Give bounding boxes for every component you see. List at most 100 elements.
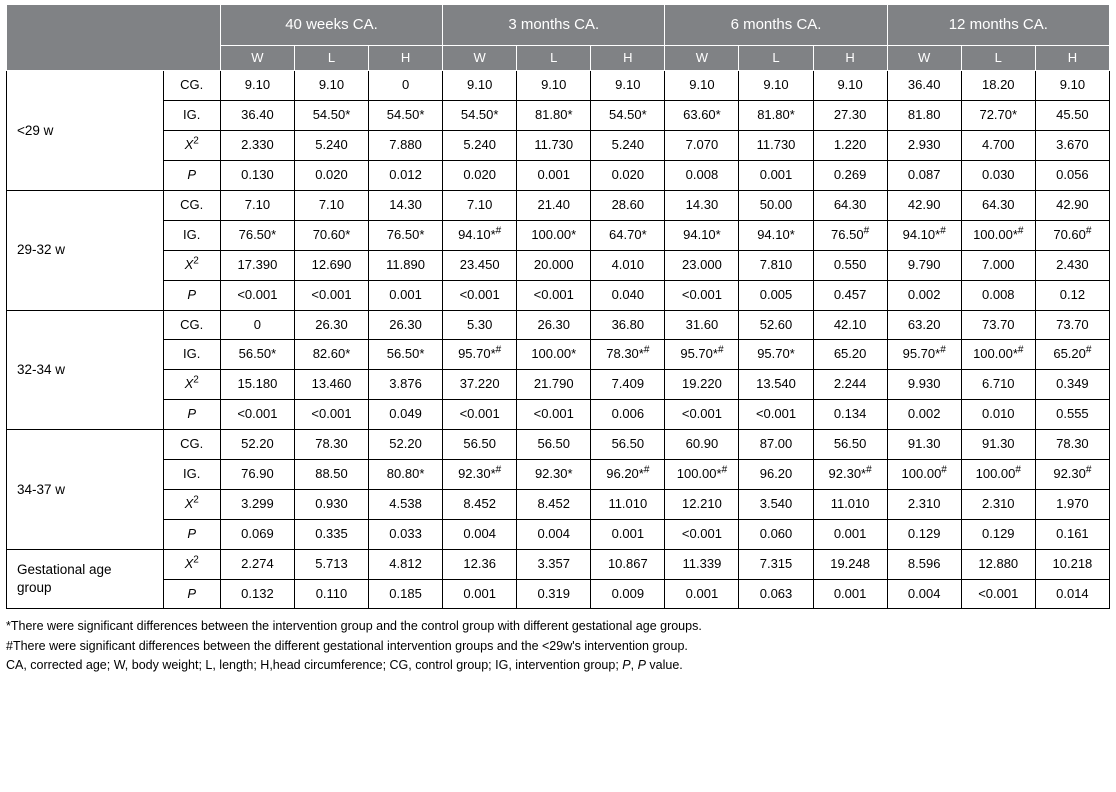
value-cell: 0.550 <box>813 250 887 280</box>
value-cell: 95.70*# <box>887 340 961 370</box>
value-cell: 100.00* <box>517 340 591 370</box>
value-cell: 3.876 <box>369 370 443 400</box>
value-cell: 0.006 <box>591 400 665 430</box>
table-row: IG.76.50*70.60*76.50*94.10*#100.00*64.70… <box>7 220 1110 250</box>
value-cell: 56.50* <box>369 340 443 370</box>
value-cell: 42.90 <box>1035 190 1109 220</box>
footnote-line: CA, corrected age; W, body weight; L, le… <box>6 656 1110 675</box>
value-cell: 9.790 <box>887 250 961 280</box>
value-cell: 8.596 <box>887 549 961 579</box>
value-cell: 56.50 <box>591 430 665 460</box>
value-cell: 7.10 <box>294 190 368 220</box>
group-label: 34-37 w <box>7 430 164 550</box>
value-cell: 60.90 <box>665 430 739 460</box>
value-cell: 5.30 <box>443 310 517 340</box>
value-cell: 26.30 <box>369 310 443 340</box>
value-cell: 12.36 <box>443 549 517 579</box>
table-row: X215.18013.4603.87637.22021.7907.40919.2… <box>7 370 1110 400</box>
value-cell: 0.020 <box>443 161 517 191</box>
value-cell: 0.033 <box>369 519 443 549</box>
value-cell: 6.710 <box>961 370 1035 400</box>
value-cell: 0.008 <box>665 161 739 191</box>
value-cell: 7.315 <box>739 549 813 579</box>
table-row: P<0.001<0.0010.049<0.001<0.0010.006<0.00… <box>7 400 1110 430</box>
value-cell: 94.10*# <box>443 220 517 250</box>
stat-label: P <box>163 400 220 430</box>
value-cell: 0.185 <box>369 579 443 609</box>
value-cell: <0.001 <box>443 280 517 310</box>
stat-label: IG. <box>163 340 220 370</box>
value-cell: 37.220 <box>443 370 517 400</box>
value-cell: 50.00 <box>739 190 813 220</box>
value-cell: 80.80* <box>369 459 443 489</box>
value-cell: 2.430 <box>1035 250 1109 280</box>
value-cell: 0.012 <box>369 161 443 191</box>
value-cell: 65.20# <box>1035 340 1109 370</box>
value-cell: 0.134 <box>813 400 887 430</box>
value-cell: 11.010 <box>813 489 887 519</box>
header-measure: H <box>813 45 887 71</box>
value-cell: 54.50* <box>294 101 368 131</box>
value-cell: 9.10 <box>220 71 294 101</box>
stat-label: P <box>163 519 220 549</box>
value-cell: 76.90 <box>220 459 294 489</box>
table-row: X217.39012.69011.89023.45020.0004.01023.… <box>7 250 1110 280</box>
value-cell: <0.001 <box>961 579 1035 609</box>
value-cell: 0.132 <box>220 579 294 609</box>
header-measure: H <box>591 45 665 71</box>
value-cell: 10.867 <box>591 549 665 579</box>
value-cell: 27.30 <box>813 101 887 131</box>
value-cell: 13.460 <box>294 370 368 400</box>
header-measure: W <box>665 45 739 71</box>
value-cell: 0.555 <box>1035 400 1109 430</box>
table-row: X22.3305.2407.8805.24011.7305.2407.07011… <box>7 131 1110 161</box>
value-cell: 11.730 <box>517 131 591 161</box>
value-cell: 100.00# <box>961 459 1035 489</box>
value-cell: 95.70*# <box>665 340 739 370</box>
value-cell: 54.50* <box>443 101 517 131</box>
value-cell: 7.000 <box>961 250 1035 280</box>
value-cell: 91.30 <box>961 430 1035 460</box>
value-cell: 15.180 <box>220 370 294 400</box>
value-cell: 0.056 <box>1035 161 1109 191</box>
value-cell: 92.30* <box>517 459 591 489</box>
value-cell: 3.670 <box>1035 131 1109 161</box>
table-row: 29-32 wCG.7.107.1014.307.1021.4028.6014.… <box>7 190 1110 220</box>
value-cell: 42.10 <box>813 310 887 340</box>
value-cell: 31.60 <box>665 310 739 340</box>
value-cell: 2.930 <box>887 131 961 161</box>
value-cell: 21.790 <box>517 370 591 400</box>
value-cell: 0.001 <box>665 579 739 609</box>
table-row: Gestational agegroupX22.2745.7134.81212.… <box>7 549 1110 579</box>
value-cell: 96.20*# <box>591 459 665 489</box>
value-cell: 52.20 <box>369 430 443 460</box>
value-cell: 63.20 <box>887 310 961 340</box>
value-cell: 19.248 <box>813 549 887 579</box>
value-cell: 52.20 <box>220 430 294 460</box>
stat-label: X2 <box>163 131 220 161</box>
header-measure: W <box>887 45 961 71</box>
value-cell: 0.001 <box>813 519 887 549</box>
value-cell: 9.10 <box>1035 71 1109 101</box>
value-cell: 0.002 <box>887 280 961 310</box>
value-cell: 0.001 <box>591 519 665 549</box>
header-timepoint: 6 months CA. <box>665 5 887 46</box>
value-cell: 95.70*# <box>443 340 517 370</box>
footnote-line: #There were significant differences betw… <box>6 637 1110 656</box>
value-cell: 0.001 <box>517 161 591 191</box>
table-header: 40 weeks CA. 3 months CA. 6 months CA. 1… <box>7 5 1110 71</box>
value-cell: <0.001 <box>220 280 294 310</box>
value-cell: 4.700 <box>961 131 1035 161</box>
value-cell: 23.450 <box>443 250 517 280</box>
value-cell: 36.40 <box>887 71 961 101</box>
header-measure: H <box>1035 45 1109 71</box>
value-cell: 9.10 <box>443 71 517 101</box>
value-cell: 2.274 <box>220 549 294 579</box>
value-cell: 0.335 <box>294 519 368 549</box>
value-cell: 14.30 <box>665 190 739 220</box>
value-cell: 0.008 <box>961 280 1035 310</box>
value-cell: 56.50 <box>813 430 887 460</box>
value-cell: 9.10 <box>813 71 887 101</box>
value-cell: 0.020 <box>591 161 665 191</box>
table-row: P<0.001<0.0010.001<0.001<0.0010.040<0.00… <box>7 280 1110 310</box>
